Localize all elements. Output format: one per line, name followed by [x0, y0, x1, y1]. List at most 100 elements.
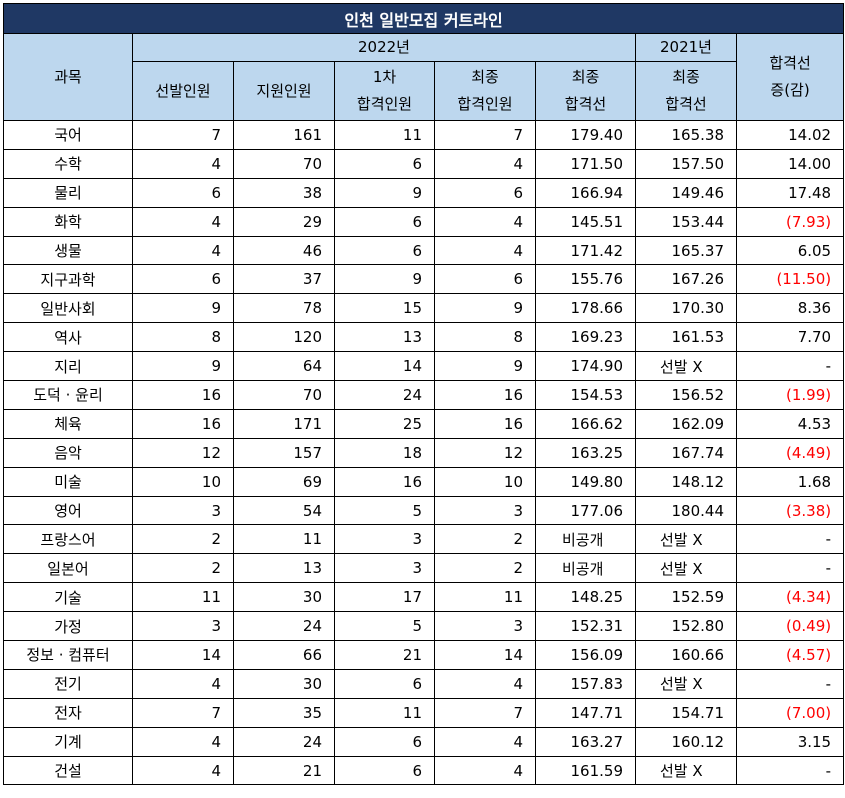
cell-cut-2021: 선발 X: [635, 553, 737, 584]
cell-cut-2021: 160.12: [635, 726, 737, 757]
cell-subject: 영어: [3, 495, 133, 526]
cell-change: -: [735, 524, 845, 555]
cell-first-pass: 17: [334, 582, 435, 613]
cell-applicants: 37: [233, 264, 335, 295]
cell-subject: 역사: [3, 322, 133, 353]
header-quota: 선발인원: [132, 61, 234, 121]
cell-change: (4.57): [735, 640, 845, 670]
cell-first-pass: 3: [334, 553, 435, 584]
header-applicants-label: 지원인원: [256, 82, 312, 100]
table-row: 기술 11 30 17 11 148.25 152.59 (4.34): [3, 582, 845, 613]
cell-applicants: 161: [233, 120, 335, 150]
header-first-pass: 1차 합격인원: [334, 61, 435, 121]
cell-applicants: 30: [233, 582, 335, 613]
cell-final-count: 10: [434, 466, 536, 497]
table-row: 전기 4 30 6 4 157.83 선발 X-: [3, 668, 845, 699]
cell-subject: 화학: [3, 206, 133, 237]
table-row: 체육 16 171 25 16 166.62 162.09 4.53: [3, 408, 845, 439]
cell-subject: 도덕 · 윤리: [3, 380, 133, 410]
table-title: 인천 일반모집 커트라인: [2, 3, 845, 34]
cell-subject: 건설: [3, 755, 133, 786]
cell-cut-2021: 선발 X: [635, 351, 737, 382]
table-row: 지리 9 64 14 9 174.90 선발 X-: [3, 351, 845, 382]
cell-first-pass: 6: [334, 206, 435, 237]
cell-change: -: [735, 351, 845, 382]
cell-final-count: 4: [434, 726, 536, 757]
cell-cut-2022: 177.06: [535, 495, 636, 526]
cell-change: (1.99): [735, 380, 845, 410]
cell-cut-2022: 149.80: [535, 466, 636, 497]
cell-quota: 16: [132, 380, 234, 410]
cell-cut-2021: 161.53: [635, 322, 737, 353]
cell-subject: 미술: [3, 466, 133, 497]
cell-final-count: 4: [434, 235, 536, 266]
table-row: 정보 · 컴퓨터 14 66 21 14 156.09 160.66 (4.57): [3, 640, 845, 670]
cell-change: (4.34): [735, 582, 845, 613]
header-year-2021: 2021년: [635, 33, 737, 62]
cell-first-pass: 5: [334, 611, 435, 642]
header-change: 합격선 증(감): [735, 33, 845, 121]
cell-quota: 6: [132, 177, 234, 208]
cell-cut-2021: 선발 X: [635, 524, 737, 555]
cell-quota: 2: [132, 524, 234, 555]
cell-first-pass: 16: [334, 466, 435, 497]
cell-applicants: 35: [233, 697, 335, 728]
cell-first-pass: 14: [334, 351, 435, 382]
cell-subject: 정보 · 컴퓨터: [3, 640, 133, 670]
header-change-line1: 합격선: [769, 54, 811, 72]
cell-quota: 4: [132, 235, 234, 266]
cell-first-pass: 5: [334, 495, 435, 526]
cell-quota: 4: [132, 668, 234, 699]
cell-final-count: 8: [434, 322, 536, 353]
cell-cut-2022: 161.59: [535, 755, 636, 786]
cell-applicants: 64: [233, 351, 335, 382]
cell-cut-2022: 166.94: [535, 177, 636, 208]
cell-first-pass: 11: [334, 697, 435, 728]
cell-quota: 3: [132, 495, 234, 526]
cell-cut-2021: 선발 X: [635, 668, 737, 699]
cell-applicants: 13: [233, 553, 335, 584]
table-body: 국어 7 161 11 7 179.40 165.38 14.02 수학 4 70 6 4 171.50 1…: [3, 120, 845, 786]
cell-subject: 일반사회: [3, 293, 133, 324]
cell-cut-2022: 147.71: [535, 697, 636, 728]
cell-cut-2022: 163.27: [535, 726, 636, 757]
cell-cut-2021: 160.66: [635, 640, 737, 670]
cell-first-pass: 6: [334, 235, 435, 266]
cell-final-count: 14: [434, 640, 536, 670]
cell-first-pass: 18: [334, 437, 435, 468]
cell-subject: 지구과학: [3, 264, 133, 295]
cell-quota: 3: [132, 611, 234, 642]
cell-first-pass: 11: [334, 120, 435, 150]
cell-quota: 4: [132, 755, 234, 786]
header-first-pass-line1: 1차: [372, 68, 397, 86]
cutline-table: 인천 일반모집 커트라인 과목 2022년 2021년 합격선 증(감) 선발인…: [2, 3, 845, 786]
cell-quota: 6: [132, 264, 234, 295]
cell-change: (11.50): [735, 264, 845, 295]
cell-change: (0.49): [735, 611, 845, 642]
table-row: 수학 4 70 6 4 171.50 157.50 14.00: [3, 148, 845, 179]
cell-subject: 일본어: [3, 553, 133, 584]
header-final-cut-2021-line2: 합격선: [665, 95, 707, 113]
cell-first-pass: 9: [334, 177, 435, 208]
cell-subject: 국어: [3, 120, 133, 150]
cell-applicants: 38: [233, 177, 335, 208]
cell-final-count: 4: [434, 755, 536, 786]
cell-cut-2021: 180.44: [635, 495, 737, 526]
cell-applicants: 78: [233, 293, 335, 324]
cell-applicants: 54: [233, 495, 335, 526]
cell-cut-2022: 154.53: [535, 380, 636, 410]
cell-subject: 생물: [3, 235, 133, 266]
cell-applicants: 30: [233, 668, 335, 699]
header-applicants: 지원인원: [233, 61, 335, 121]
cell-applicants: 171: [233, 408, 335, 439]
header-final-cut-2022-line1: 최종: [571, 68, 600, 86]
table-row: 도덕 · 윤리 16 70 24 16 154.53 156.52 (1.99): [3, 380, 845, 410]
header-final-count-line2: 합격인원: [457, 95, 513, 113]
cell-cut-2022: 비공개: [535, 553, 636, 584]
header-change-line2: 증(감): [770, 81, 810, 99]
cell-cut-2022: 152.31: [535, 611, 636, 642]
header-year-2022: 2022년: [132, 33, 636, 62]
cell-subject: 기계: [3, 726, 133, 757]
cell-cut-2021: 162.09: [635, 408, 737, 439]
cell-first-pass: 6: [334, 755, 435, 786]
